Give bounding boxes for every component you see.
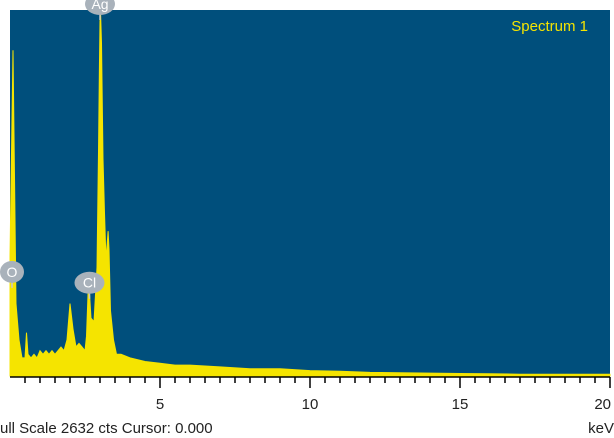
- x-tick-label-5: 5: [156, 396, 164, 413]
- peak-marker-o: O: [0, 260, 24, 288]
- peak-marker-cl: Cl: [74, 271, 105, 299]
- x-tick-label-15: 15: [452, 396, 469, 413]
- peak-markers: O Ag Cl: [0, 0, 115, 299]
- peak-marker-ag: Ag: [85, 0, 115, 20]
- peak-label-cl: Cl: [83, 275, 96, 291]
- peak-bubble: [74, 271, 105, 294]
- spectrum-series-0: [9, 13, 611, 377]
- x-axis-tick-labels: 5 10 15 20: [156, 396, 611, 413]
- spectrum-layer: [9, 13, 611, 377]
- peak-label-o: O: [7, 264, 18, 280]
- x-axis-unit-label: keV: [588, 420, 614, 437]
- x-axis-ticks: [24, 377, 611, 388]
- full-scale-status: ull Scale 2632 cts Cursor: 0.000: [0, 420, 213, 437]
- x-tick-label-20: 20: [594, 396, 611, 413]
- spectrum-label: Spectrum 1: [511, 18, 588, 35]
- peak-label-ag: Ag: [91, 0, 108, 12]
- peak-bubble: [85, 0, 115, 15]
- x-tick-label-10: 10: [302, 396, 319, 413]
- peak-bubble: [0, 260, 24, 283]
